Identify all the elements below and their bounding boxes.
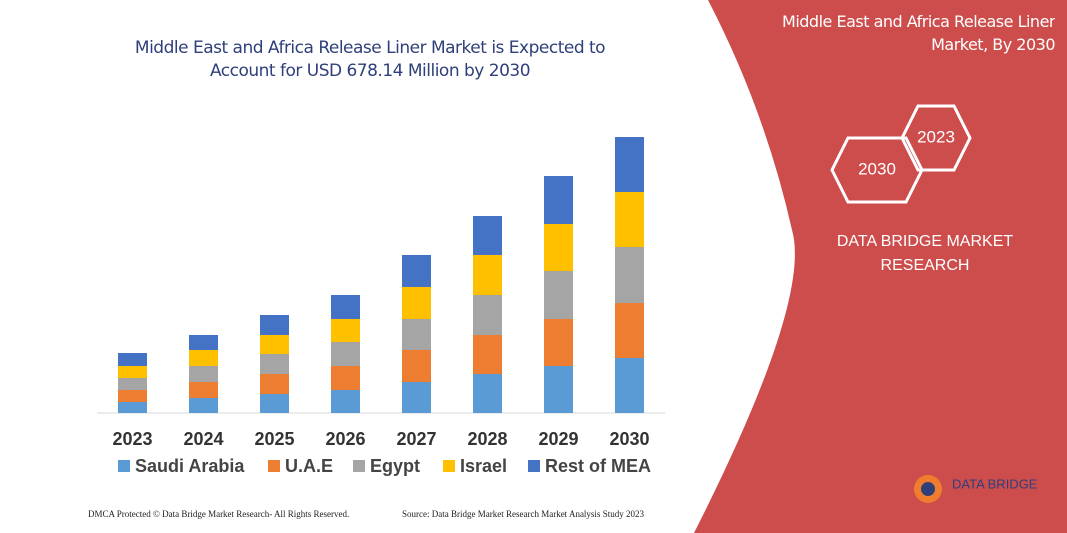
panel-heading: Middle East and Africa Release Liner Mar… <box>782 12 1055 54</box>
hexagon <box>830 136 924 204</box>
logo-text: DATA BRIDGE <box>952 476 1038 491</box>
bar-segment <box>189 366 218 382</box>
bar-segment <box>331 319 360 342</box>
legend-swatch <box>443 460 455 472</box>
legend-swatch <box>268 460 280 472</box>
bar-segment <box>118 390 147 402</box>
bar-segment <box>331 295 360 319</box>
bar-segment <box>260 335 289 354</box>
bar-segment <box>615 358 644 413</box>
bar-segment <box>189 350 218 366</box>
hexagon <box>900 104 972 172</box>
bar-segment <box>473 374 502 413</box>
x-tick-label: 2028 <box>467 429 507 449</box>
legend-label: Israel <box>460 456 507 476</box>
legend-swatch <box>118 460 130 472</box>
bar-segment <box>544 271 573 319</box>
hex-label: 2030 <box>858 159 896 178</box>
footer-left: DMCA Protected © Data Bridge Market Rese… <box>88 509 349 519</box>
bar-segment <box>473 255 502 295</box>
bar-segment <box>402 255 431 287</box>
bar-segment <box>615 303 644 358</box>
bar-segment <box>260 394 289 413</box>
bar-segment <box>402 319 431 350</box>
x-tick-label: 2026 <box>325 429 365 449</box>
company-name: DATA BRIDGE MARKET RESEARCH <box>836 233 1014 274</box>
bar-segment <box>473 335 502 374</box>
bar-segment <box>118 366 147 378</box>
bar-segment <box>189 382 218 398</box>
bar-segment <box>189 335 218 350</box>
bar-segment <box>260 354 289 374</box>
x-tick-label: 2027 <box>396 429 436 449</box>
x-tick-label: 2029 <box>538 429 578 449</box>
bar-segment <box>118 378 147 390</box>
x-tick-label: 2030 <box>609 429 649 449</box>
bar-segment <box>331 366 360 390</box>
title-box: Middle East and Africa Release Liner Mar… <box>134 38 606 81</box>
bar-segment <box>118 402 147 413</box>
legend-swatch <box>528 460 540 472</box>
bar-segment <box>544 176 573 224</box>
company-box: DATA BRIDGE MARKET RESEARCH <box>836 233 1014 274</box>
x-tick-label: 2024 <box>183 429 223 449</box>
side-panel <box>694 0 1067 533</box>
bar-segment <box>260 374 289 394</box>
bar-segment <box>544 319 573 366</box>
logo-icon <box>921 482 935 496</box>
bar-segment <box>615 137 644 192</box>
bar-segment <box>118 353 147 366</box>
bar-segment <box>473 216 502 255</box>
bar-segment <box>544 224 573 271</box>
legend-label: U.A.E <box>285 456 333 476</box>
bar-segment <box>615 247 644 303</box>
bar-segment <box>402 350 431 382</box>
chart-title: Middle East and Africa Release Liner Mar… <box>134 38 606 81</box>
footer-right: Source: Data Bridge Market Research Mark… <box>402 509 644 519</box>
bar-segment <box>331 342 360 366</box>
panel-heading-box: Middle East and Africa Release Liner Mar… <box>782 12 1055 54</box>
legend-label: Rest of MEA <box>545 456 651 476</box>
x-tick-label: 2025 <box>254 429 294 449</box>
x-tick-label: 2023 <box>112 429 152 449</box>
bar-segment <box>189 398 218 413</box>
legend-label: Egypt <box>370 456 420 476</box>
legend-label: Saudi Arabia <box>135 456 245 476</box>
legend-swatch <box>353 460 365 472</box>
bar-segment <box>615 192 644 247</box>
bar-segment <box>331 390 360 413</box>
bar-segment <box>260 315 289 335</box>
hex-label: 2023 <box>917 127 955 146</box>
bar-segment <box>402 287 431 319</box>
bar-segment <box>544 366 573 413</box>
bar-segment <box>473 295 502 335</box>
bar-segment <box>402 382 431 413</box>
